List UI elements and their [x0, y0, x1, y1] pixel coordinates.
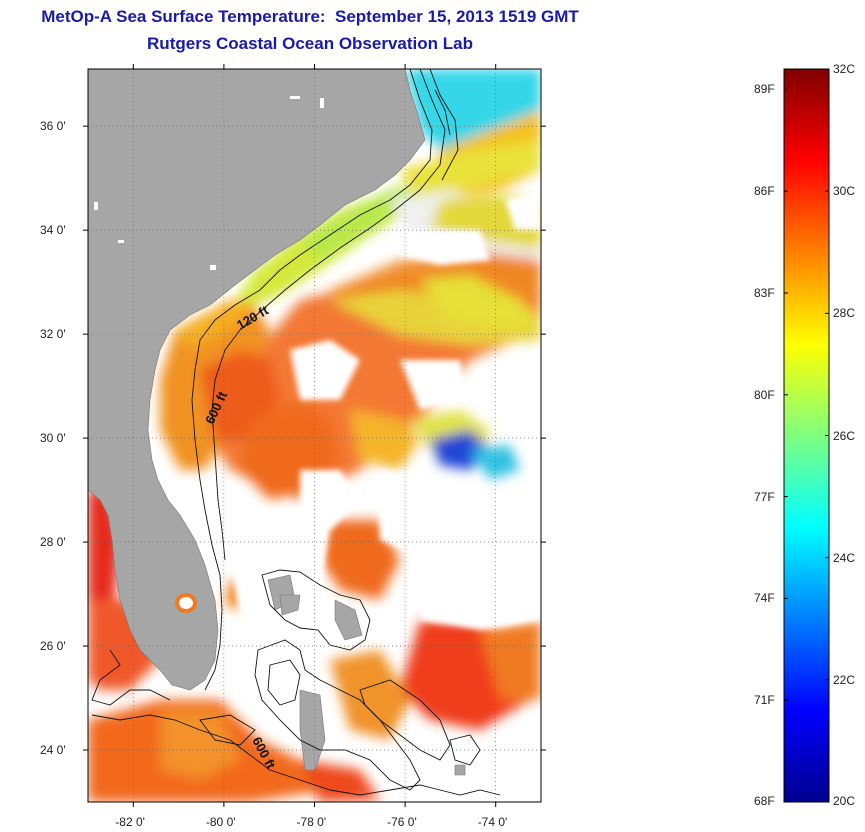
- lon-tick-label: -82 0': [115, 815, 145, 829]
- colorbar-celsius-label: 32C: [833, 62, 856, 76]
- lon-tick-label: -80 0': [205, 815, 236, 829]
- lat-tick-label: 26 0': [40, 639, 66, 654]
- colorbar-fahrenheit-label: 74F: [754, 591, 775, 606]
- colorbar-fahrenheit-label: 77F: [754, 489, 775, 504]
- land-mass: [88, 69, 466, 776]
- colorbar-fahrenheit-label: 89F: [754, 82, 775, 97]
- lat-tick-label: 30 0': [40, 431, 66, 446]
- map-plot-area: [88, 69, 541, 802]
- colorbar: [783, 68, 830, 803]
- colorbar-celsius-label: 20C: [833, 794, 856, 808]
- colorbar-celsius-label: 26C: [833, 428, 856, 443]
- lat-tick-label: 34 0': [40, 223, 66, 238]
- lon-tick-label: -78 0': [296, 815, 327, 829]
- colorbar-ticks: [784, 68, 829, 803]
- colorbar-fahrenheit-label: 80F: [754, 387, 775, 402]
- lon-tick-label: -74 0': [477, 815, 508, 829]
- map-subtitle: Rutgers Coastal Ocean Observation Lab: [147, 34, 473, 53]
- colorbar-celsius-label: 24C: [833, 550, 856, 565]
- colorbar-fahrenheit-label: 71F: [754, 693, 775, 708]
- lat-tick-label: 24 0': [40, 743, 66, 757]
- lon-tick-label: -76 0': [387, 815, 417, 829]
- lat-tick-label: 28 0': [40, 535, 66, 550]
- colorbar-fahrenheit-label: 68F: [754, 794, 775, 808]
- axis-ticks: [83, 64, 546, 807]
- map-title: MetOp-A Sea Surface Temperature: Septemb…: [41, 7, 579, 26]
- lat-tick-label: 36 0': [40, 119, 66, 134]
- lat-tick-label: 32 0': [40, 327, 66, 342]
- bathymetry-contours: [91, 69, 501, 796]
- colorbar-fahrenheit-label: 83F: [754, 285, 775, 300]
- colorbar-fahrenheit-label: 86F: [754, 184, 775, 199]
- colorbar-celsius-label: 28C: [833, 306, 856, 321]
- cloud-mask: [150, 190, 541, 640]
- colorbar-celsius-label: 30C: [833, 184, 856, 199]
- inland-water: [94, 96, 324, 270]
- colorbar-celsius-label: 22C: [833, 672, 856, 687]
